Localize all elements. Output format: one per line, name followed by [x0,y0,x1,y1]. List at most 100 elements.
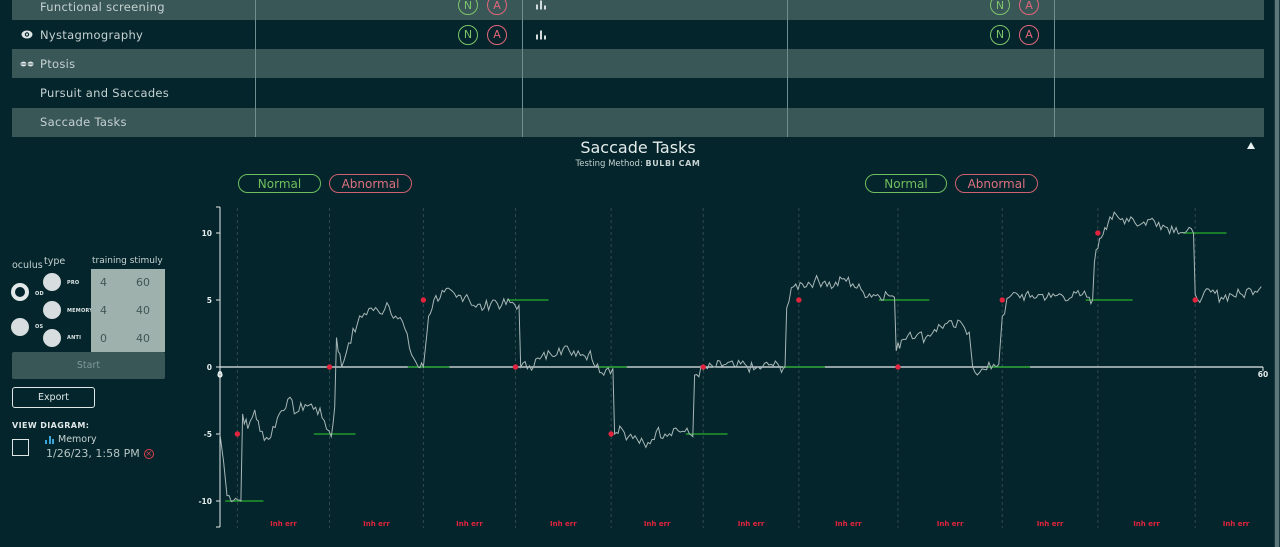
abnormal-badge[interactable]: A [1019,0,1039,15]
cell-divider [1054,20,1055,50]
target-dot [1095,230,1101,236]
normal-button-left[interactable]: Normal [238,174,321,193]
normal-badge[interactable]: N [990,24,1010,45]
cell-divider [255,78,256,108]
cell-divider [255,107,256,137]
triangle-up-icon[interactable] [1247,142,1255,149]
start-button[interactable]: Start [12,352,165,379]
target-dot [700,364,706,370]
table-row-functional-screening[interactable]: Functional screening N A N A [12,0,1264,20]
target-dot [895,364,901,370]
stimuly-anti[interactable]: 40 [136,332,150,345]
cell-divider [255,20,256,50]
cell-divider [787,78,788,108]
radio-pro[interactable] [43,273,61,291]
normal-badge[interactable]: N [458,24,478,45]
target-dot [608,431,614,437]
target-dot [326,364,333,370]
radio-od[interactable] [11,283,29,301]
table-row-ptosis[interactable]: Ptosis [12,49,1264,79]
cell-divider [255,49,256,79]
row-label: Functional screening [40,0,165,14]
y-tick-label: -10 [198,497,212,506]
y-tick-label: 0 [207,363,212,372]
cell-divider [787,20,788,50]
error-label: Inh err [363,520,390,528]
x-tick-label: 0 [217,370,222,379]
od-label: OD [35,291,44,297]
error-label: Inh err [1037,520,1064,528]
abnormal-button-left[interactable]: Abnormal [329,174,412,193]
x-tick-label: 60 [1258,370,1268,379]
test-table: Functional screening N A N A Nystagmogra… [12,0,1264,137]
normal-button-right[interactable]: Normal [865,174,947,193]
view-diagram-label: VIEW DIAGRAM: [12,421,90,430]
error-label: Inh err [270,520,297,528]
pro-label: PRO [67,280,80,286]
abnormal-badge[interactable]: A [1019,24,1039,45]
training-stimuly-label: training stimuly [92,256,163,266]
abnormal-button-right[interactable]: Abnormal [955,174,1038,193]
close-circle-icon[interactable]: × [143,448,154,459]
type-label: type [44,256,66,267]
cell-divider [255,0,256,20]
table-row-pursuit-and-saccades[interactable]: Pursuit and Saccades [12,78,1264,108]
testing-method: Testing Method: BULBI CAM [0,159,1276,169]
view-diagram-checkbox[interactable] [12,439,29,456]
y-tick-label: -5 [204,430,212,439]
radio-anti[interactable] [43,329,61,347]
training-stimuly-grid: 4 60 4 40 0 40 [91,269,165,352]
oculus-label: oculus [12,260,43,271]
cell-divider [522,107,523,137]
radio-memory[interactable] [43,301,61,319]
y-tick-label: 5 [207,296,212,305]
testing-method-label: Testing Method: [575,159,643,169]
export-button[interactable]: Export [12,387,95,408]
row-label: Saccade Tasks [40,115,127,130]
bar-chart-icon[interactable] [536,0,546,10]
target-dot [1192,297,1198,303]
testing-method-value: BULBI CAM [645,159,701,168]
cell-divider [522,78,523,108]
table-row-saccade-tasks[interactable]: Saccade Tasks [12,107,1264,137]
row-label: Nystagmography [40,27,144,42]
stimuly-pro[interactable]: 60 [136,276,150,289]
bar-chart-icon[interactable] [536,30,546,40]
training-pro[interactable]: 4 [100,276,107,289]
memory-label: MEMORY [67,308,94,314]
cell-divider [787,107,788,137]
diagram-name: Memory [58,434,97,445]
normal-badge[interactable]: N [990,0,1010,15]
cell-divider [522,0,523,20]
error-label: Inh err [738,520,765,528]
scrollbar[interactable] [1274,0,1280,547]
abnormal-badge[interactable]: A [487,0,507,15]
error-label: Inh err [644,520,671,528]
eye-icon [20,30,34,40]
diagram-timestamp-row: 1/26/23, 1:58 PM × [46,447,154,460]
training-memory[interactable]: 4 [100,304,107,317]
anti-label: ANTI [67,335,82,341]
training-anti[interactable]: 0 [100,332,107,345]
bar-chart-icon [45,435,54,444]
diagram-entry[interactable]: Memory [45,434,97,445]
cell-divider [1054,49,1055,79]
radio-os[interactable] [11,318,29,336]
stimuly-memory[interactable]: 40 [136,304,150,317]
table-row-nystagmography[interactable]: Nystagmography N A N A [12,20,1264,50]
abnormal-badge[interactable]: A [487,24,507,45]
target-dot [512,364,519,370]
eye-position-trace [219,211,1262,503]
normal-badge[interactable]: N [458,0,478,15]
error-label: Inh err [456,520,483,528]
error-label: Inh err [1133,520,1160,528]
cell-divider [1054,78,1055,108]
section-title: Saccade Tasks [580,138,696,157]
cell-divider [522,49,523,79]
cell-divider [1054,0,1055,20]
error-label: Inh err [937,520,964,528]
origin-marker [217,372,223,378]
scrollbar-thumb[interactable] [1275,0,1279,547]
cell-divider [787,0,788,20]
row-label: Pursuit and Saccades [40,85,170,100]
